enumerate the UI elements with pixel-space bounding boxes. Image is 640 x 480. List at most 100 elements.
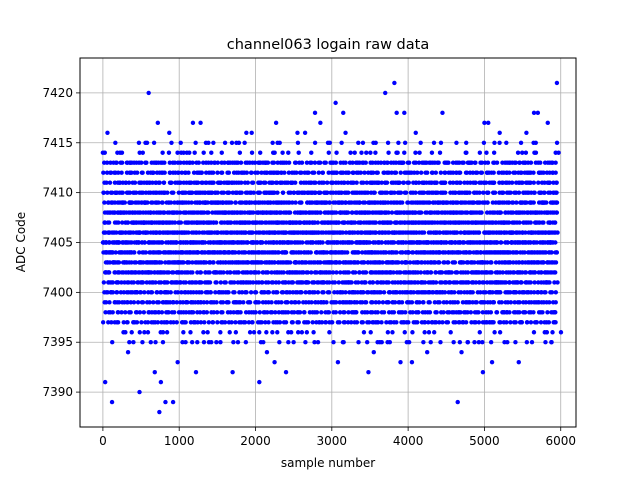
data-point xyxy=(419,220,424,225)
data-point xyxy=(250,320,255,325)
data-point xyxy=(158,280,164,285)
data-point xyxy=(403,310,408,315)
data-point xyxy=(354,310,359,315)
data-point xyxy=(339,190,344,195)
data-point xyxy=(464,210,470,215)
data-point xyxy=(385,240,391,245)
data-point xyxy=(112,210,117,215)
data-point xyxy=(261,310,266,315)
data-point xyxy=(453,160,459,165)
data-point xyxy=(281,220,287,225)
data-point xyxy=(513,320,518,325)
data-point xyxy=(387,340,393,345)
y-tick-label: 7395 xyxy=(42,335,73,349)
data-point xyxy=(350,160,355,165)
y-tick-label: 7415 xyxy=(42,136,73,150)
data-point xyxy=(558,330,564,335)
data-point xyxy=(201,150,206,155)
data-point xyxy=(384,170,390,175)
data-point xyxy=(373,150,378,155)
data-point xyxy=(409,240,414,245)
data-point xyxy=(401,210,406,215)
data-point xyxy=(184,150,190,155)
data-point xyxy=(184,270,189,275)
data-point xyxy=(500,270,506,275)
data-point xyxy=(479,260,485,265)
data-point xyxy=(390,330,395,335)
data-point xyxy=(385,230,391,235)
data-point xyxy=(123,310,128,315)
data-point xyxy=(312,340,317,345)
data-point xyxy=(554,180,559,185)
data-point xyxy=(150,170,156,175)
data-point xyxy=(523,150,529,155)
data-point xyxy=(189,340,195,345)
chart-title: channel063 logain raw data xyxy=(227,37,429,53)
data-point xyxy=(494,310,500,315)
data-point xyxy=(500,220,505,225)
data-point xyxy=(403,280,408,285)
data-point xyxy=(227,330,232,335)
data-point xyxy=(516,270,521,275)
data-point xyxy=(482,300,487,305)
data-point xyxy=(454,280,460,285)
data-point xyxy=(157,270,162,275)
data-point xyxy=(123,240,128,245)
data-point xyxy=(284,300,290,305)
data-point xyxy=(331,340,336,345)
data-point xyxy=(438,220,443,225)
data-point xyxy=(342,220,347,225)
data-point xyxy=(226,210,232,215)
data-point xyxy=(361,200,366,205)
data-point xyxy=(498,290,503,295)
data-point xyxy=(422,250,427,255)
data-point xyxy=(259,170,264,175)
data-point xyxy=(314,270,319,275)
data-point xyxy=(216,180,222,185)
data-point xyxy=(467,190,472,195)
data-point xyxy=(498,320,503,325)
data-point xyxy=(432,300,438,305)
data-point xyxy=(234,220,240,225)
data-point xyxy=(189,240,194,245)
data-point xyxy=(174,300,179,305)
data-point xyxy=(446,260,451,265)
data-point xyxy=(536,230,542,235)
data-point xyxy=(205,210,210,215)
data-point xyxy=(504,230,509,235)
data-point xyxy=(251,330,257,335)
data-point xyxy=(491,180,497,185)
data-point xyxy=(125,220,131,225)
data-point xyxy=(327,330,332,335)
data-point xyxy=(199,170,204,175)
data-point xyxy=(508,320,513,325)
data-point xyxy=(396,140,401,145)
data-point xyxy=(364,230,369,235)
data-point xyxy=(306,280,311,285)
data-point xyxy=(110,280,116,285)
data-point xyxy=(466,240,471,245)
data-point xyxy=(394,290,400,295)
data-point xyxy=(228,310,233,315)
data-point xyxy=(146,260,151,265)
data-point xyxy=(473,220,478,225)
data-point xyxy=(312,220,317,225)
data-point xyxy=(213,290,218,295)
data-point xyxy=(204,300,210,305)
data-point xyxy=(424,210,430,215)
data-point xyxy=(364,150,369,155)
data-point xyxy=(549,310,554,315)
data-point xyxy=(425,290,431,295)
data-point xyxy=(316,170,321,175)
data-point xyxy=(115,320,121,325)
data-point xyxy=(443,250,448,255)
data-point xyxy=(491,320,496,325)
data-point xyxy=(110,250,115,255)
data-point xyxy=(401,160,406,165)
data-point xyxy=(491,150,497,155)
data-point xyxy=(395,150,400,155)
data-point xyxy=(485,160,491,165)
data-point xyxy=(438,170,444,175)
data-point xyxy=(149,280,155,285)
data-point xyxy=(121,290,127,295)
